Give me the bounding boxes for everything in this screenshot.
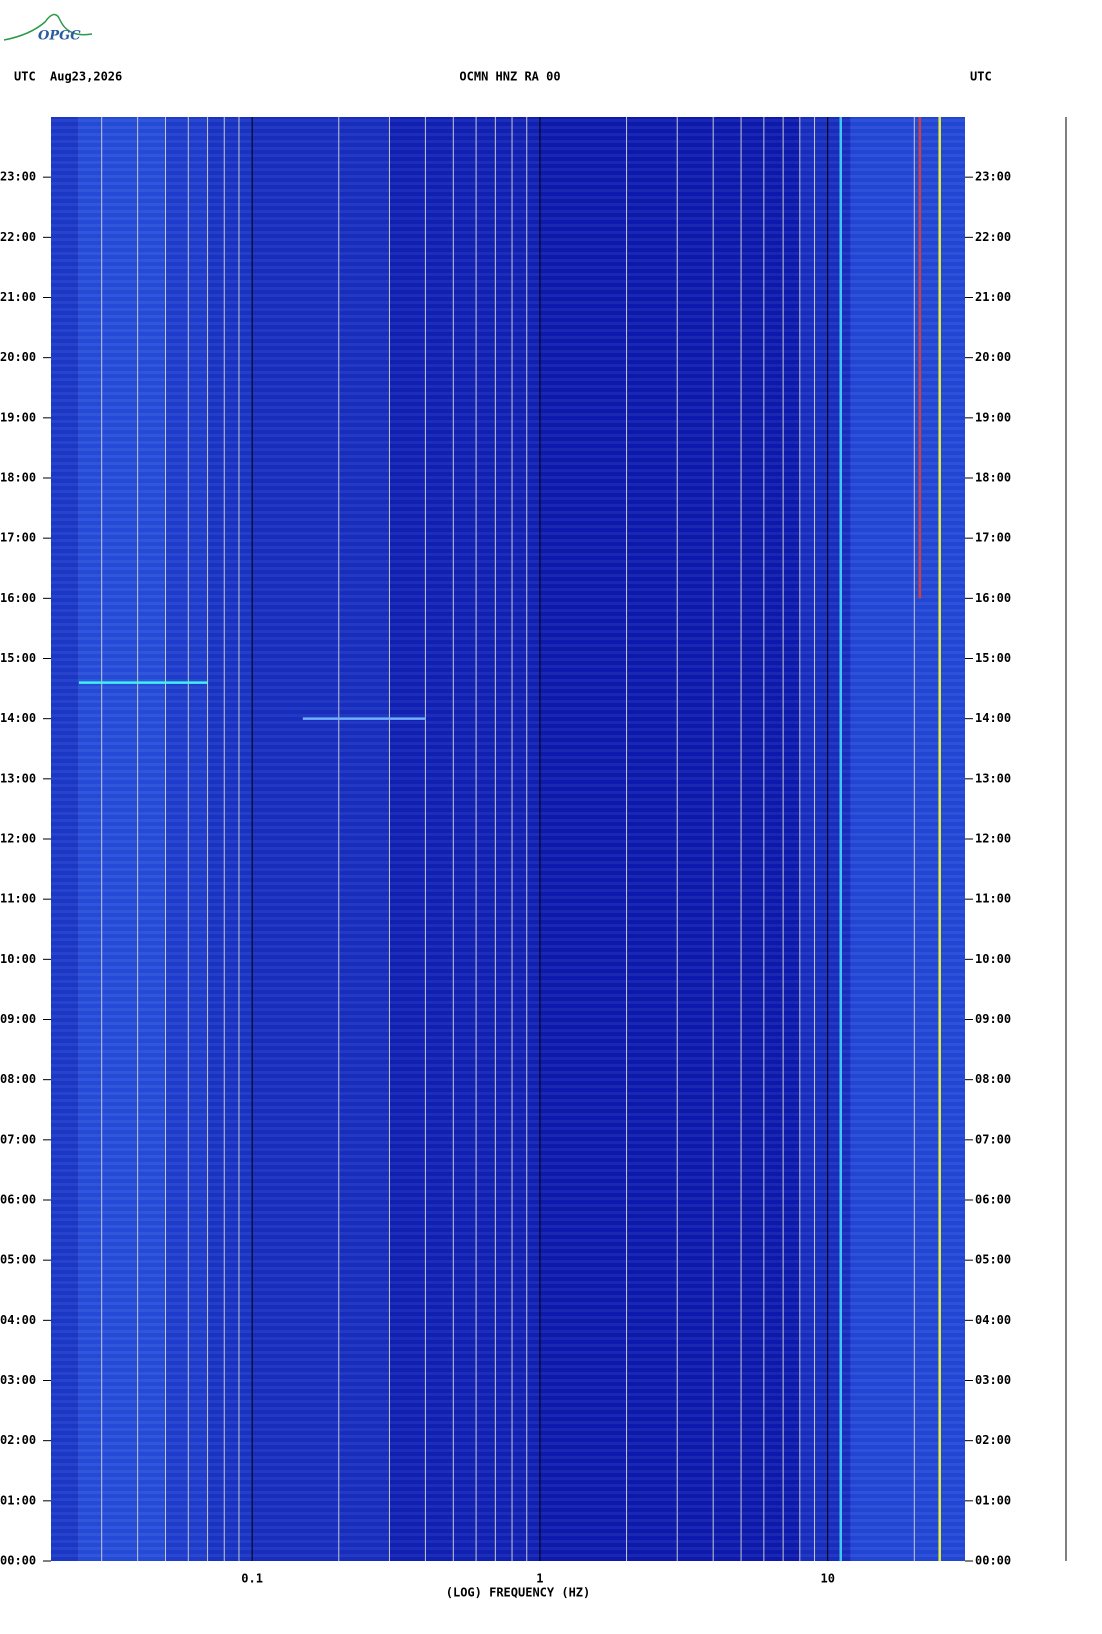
y-tick-label-right: 22:00 (975, 230, 1011, 244)
y-tick-label: 20:00 (0, 350, 36, 364)
y-tick-label: 09:00 (0, 1012, 36, 1026)
y-tick-label: 22:00 (0, 230, 36, 244)
y-tick-label: 08:00 (0, 1072, 36, 1086)
y-tick-label-right: 11:00 (975, 892, 1011, 906)
date: Aug23,2026 (50, 70, 122, 84)
y-tick-label-right: 02:00 (975, 1433, 1011, 1447)
texture (51, 117, 965, 1561)
y-tick-label: 14:00 (0, 711, 36, 725)
logo-mark (3, 13, 93, 41)
y-tick-label: 02:00 (0, 1433, 36, 1447)
y-tick-label-right: 21:00 (975, 290, 1011, 304)
x-tick-label: 10 (820, 1572, 834, 1586)
logo: OPGC (38, 29, 81, 44)
y-tick-label: 23:00 (0, 170, 36, 184)
y-tick-label-right: 08:00 (975, 1072, 1011, 1086)
y-tick-label: 10:00 (0, 952, 36, 966)
y-tick-label: 11:00 (0, 892, 36, 906)
x-tick-label: 1 (536, 1572, 543, 1586)
chart-title: OCMN HNZ RA 00 (459, 70, 560, 84)
y-tick-label: 12:00 (0, 832, 36, 846)
y-tick-label-right: 15:00 (975, 651, 1011, 665)
x-tick-label: 0.1 (241, 1572, 263, 1586)
y-tick-label: 15:00 (0, 651, 36, 665)
y-tick-label-right: 17:00 (975, 531, 1011, 545)
right-label: UTC (970, 70, 992, 84)
y-tick-label-right: 07:00 (975, 1132, 1011, 1146)
y-tick-label-right: 03:00 (975, 1373, 1011, 1387)
y-tick-label: 13:00 (0, 771, 36, 785)
y-tick-label: 17:00 (0, 531, 36, 545)
y-tick-label: 00:00 (0, 1554, 36, 1568)
y-tick-label: 06:00 (0, 1193, 36, 1207)
y-tick-label: 21:00 (0, 290, 36, 304)
y-tick-label: 05:00 (0, 1253, 36, 1267)
y-tick-label-right: 10:00 (975, 952, 1011, 966)
y-tick-label: 04:00 (0, 1313, 36, 1327)
y-tick-label: 19:00 (0, 410, 36, 424)
y-tick-label-right: 20:00 (975, 350, 1011, 364)
y-tick-label-right: 09:00 (975, 1012, 1011, 1026)
x-axis-label: (LOG) FREQUENCY (HZ) (446, 1586, 591, 1600)
y-tick-label-right: 12:00 (975, 832, 1011, 846)
y-tick-label-right: 06:00 (975, 1193, 1011, 1207)
left-label: UTC (14, 70, 36, 84)
y-tick-label: 16:00 (0, 591, 36, 605)
y-tick-label-right: 04:00 (975, 1313, 1011, 1327)
y-tick-label-right: 16:00 (975, 591, 1011, 605)
y-tick-label-right: 18:00 (975, 471, 1011, 485)
y-tick-label-right: 05:00 (975, 1253, 1011, 1267)
y-tick-label: 03:00 (0, 1373, 36, 1387)
y-tick-label-right: 00:00 (975, 1554, 1011, 1568)
y-tick-label: 07:00 (0, 1132, 36, 1146)
y-tick-label-right: 23:00 (975, 170, 1011, 184)
y-tick-label-right: 19:00 (975, 410, 1011, 424)
y-tick-label: 01:00 (0, 1493, 36, 1507)
y-tick-label-right: 13:00 (975, 771, 1011, 785)
y-tick-label-right: 14:00 (975, 711, 1011, 725)
y-tick-label-right: 01:00 (975, 1493, 1011, 1507)
y-tick-label: 18:00 (0, 471, 36, 485)
